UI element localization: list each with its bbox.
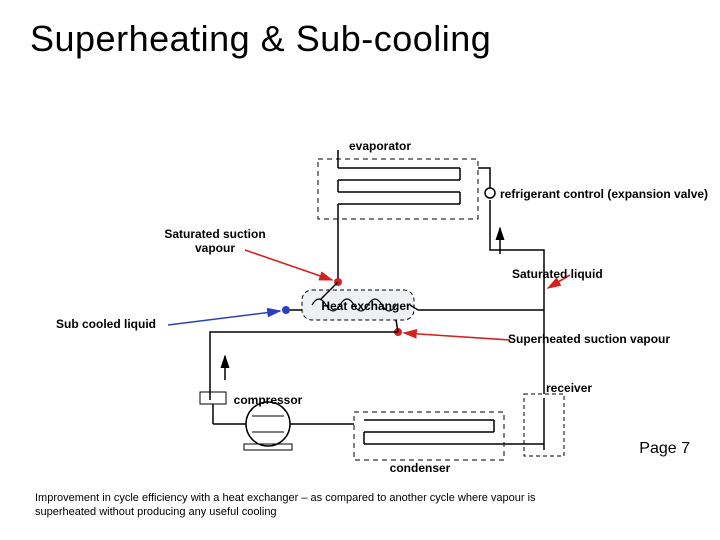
label-condenser: condenser (380, 462, 460, 476)
pipe-hx-to-compressor (210, 332, 398, 400)
junction-subcooled (282, 306, 290, 314)
label-sat-suction-vapour: Saturated suction vapour (150, 228, 280, 256)
footer-note: Improvement in cycle efficiency with a h… (35, 492, 595, 520)
label-receiver: receiver (546, 382, 616, 396)
pipe-to-expansion (490, 200, 544, 310)
condenser-box (354, 412, 504, 460)
label-saturated-liquid: Saturated liquid (512, 268, 632, 282)
condenser-coil (364, 420, 494, 444)
label-refrigerant-control: refrigerant control (expansion valve) (500, 188, 720, 202)
arrow-subcooled (168, 311, 280, 325)
label-sub-cooled-liquid: Sub cooled liquid (56, 318, 176, 332)
label-compressor: compressor (228, 394, 308, 408)
arrow-superheated (404, 333, 510, 340)
compressor-body (246, 402, 290, 446)
label-heat-exchanger: Heat exchanger (316, 300, 416, 314)
evaporator-coil (338, 168, 460, 204)
page-number: Page 7 (639, 440, 690, 458)
slide-root: Superheating & Sub-cooling (0, 0, 720, 540)
label-evaporator: evaporator (340, 140, 420, 154)
label-superheated-vapour: Superheated suction vapour (508, 333, 698, 347)
expansion-valve (485, 188, 495, 198)
